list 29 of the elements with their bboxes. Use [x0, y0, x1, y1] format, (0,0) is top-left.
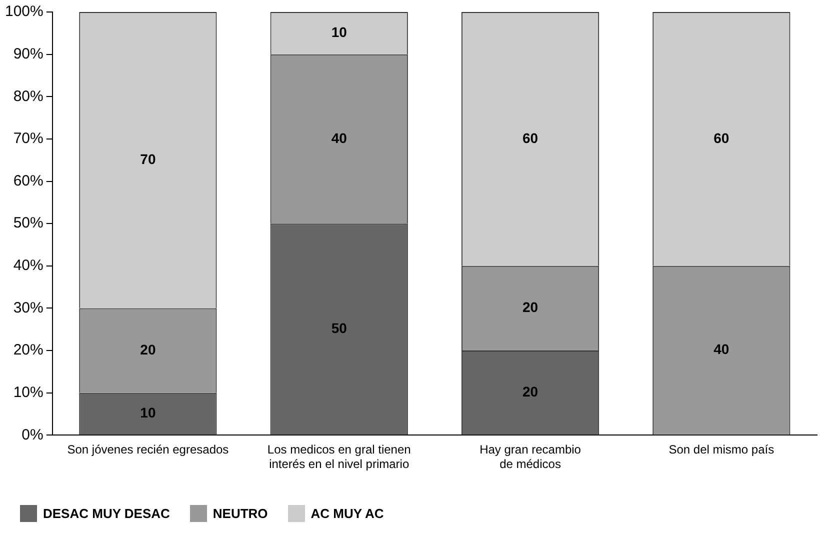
- y-tick-label: 10%: [13, 384, 44, 402]
- data-label: 40: [331, 130, 348, 146]
- legend-label: AC MUY AC: [310, 506, 384, 521]
- data-label: 10: [331, 24, 348, 40]
- data-label: 20: [140, 341, 156, 358]
- y-tick-label: 30%: [13, 299, 44, 316]
- data-label: 20: [522, 299, 538, 316]
- y-tick-label: 90%: [13, 45, 44, 62]
- x-tick-label: Son del mismo país: [668, 442, 774, 457]
- y-tick-label: 50%: [13, 214, 44, 232]
- y-tick-label: 20%: [13, 342, 44, 359]
- y-tick-label: 80%: [13, 88, 44, 105]
- x-tick-label: Los medicos en gral tienen interés en el nivel primario: [267, 442, 411, 472]
- data-label: 70: [140, 150, 156, 167]
- data-label: 60: [522, 130, 538, 146]
- data-label: 20: [522, 383, 538, 400]
- legend-label: NEUTRO: [212, 506, 268, 521]
- y-tick-label: 0%: [22, 426, 44, 444]
- y-tick-label: 60%: [13, 172, 44, 190]
- y-tick-label: 70%: [13, 130, 44, 148]
- legend-label: DESAC MUY DESAC: [43, 506, 170, 521]
- data-label: 40: [714, 341, 730, 358]
- x-tick-label: Hay gran recambio de médicos: [480, 442, 582, 472]
- data-label: 60: [714, 130, 730, 146]
- data-label: 10: [140, 404, 156, 421]
- x-tick-label: Son jóvenes recién egresados: [67, 442, 229, 457]
- y-tick-label: 100%: [4, 3, 44, 20]
- data-label: 50: [331, 320, 348, 336]
- y-tick-label: 40%: [13, 257, 44, 274]
